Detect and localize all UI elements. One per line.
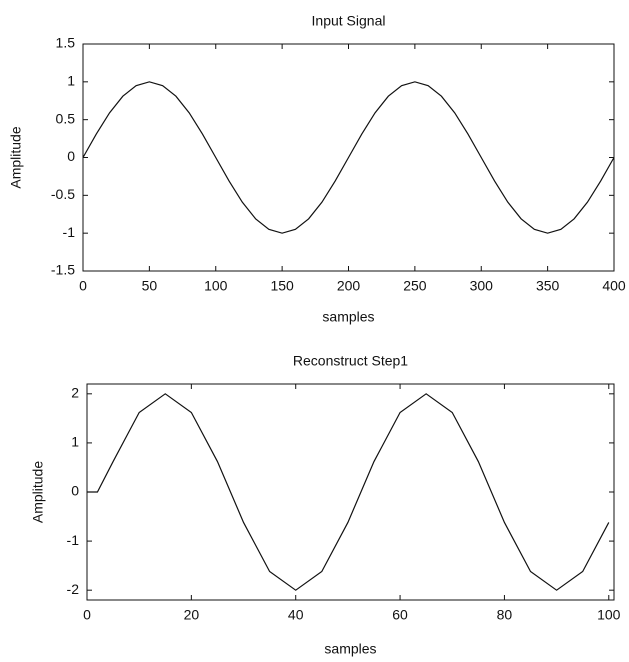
x-tick-label: 150	[270, 278, 294, 294]
x-tick-label: 40	[288, 607, 304, 623]
x-tick-label: 80	[497, 607, 513, 623]
y-tick-label: 0.5	[56, 110, 76, 126]
x-tick-label: 20	[184, 607, 200, 623]
x-tick-label: 250	[403, 278, 427, 294]
y-tick-label: 1	[71, 434, 79, 450]
x-tick-label: 0	[83, 607, 91, 623]
x-axis-label: samples	[324, 641, 376, 657]
y-tick-label: 0	[67, 148, 75, 164]
x-tick-label: 300	[470, 278, 494, 294]
y-tick-label: -1.5	[51, 262, 75, 278]
x-tick-label: 100	[204, 278, 228, 294]
x-tick-label: 0	[79, 278, 87, 294]
x-tick-label: 350	[536, 278, 560, 294]
x-tick-label: 200	[337, 278, 361, 294]
chart-title: Input Signal	[312, 13, 386, 29]
x-tick-label: 60	[392, 607, 408, 623]
line-series	[82, 81, 615, 234]
x-tick-label: 400	[602, 278, 626, 294]
y-tick-label: 2	[71, 385, 79, 401]
y-tick-label: -0.5	[51, 186, 75, 202]
y-axis-label: Amplitude	[30, 461, 46, 523]
x-axis-label: samples	[322, 309, 374, 325]
y-tick-label: 1	[67, 73, 75, 89]
x-tick-label: 50	[142, 278, 158, 294]
y-tick-label: -2	[67, 581, 80, 597]
x-tick-label: 100	[597, 607, 621, 623]
y-tick-label: -1	[67, 532, 80, 548]
y-tick-label: 0	[71, 483, 79, 499]
y-axis-label: Amplitude	[8, 126, 24, 188]
chart-title: Reconstruct Step1	[293, 353, 408, 369]
y-tick-label: 1.5	[56, 35, 76, 51]
y-tick-label: -1	[63, 224, 76, 240]
plot-area	[86, 383, 615, 601]
line-series	[87, 393, 610, 591]
